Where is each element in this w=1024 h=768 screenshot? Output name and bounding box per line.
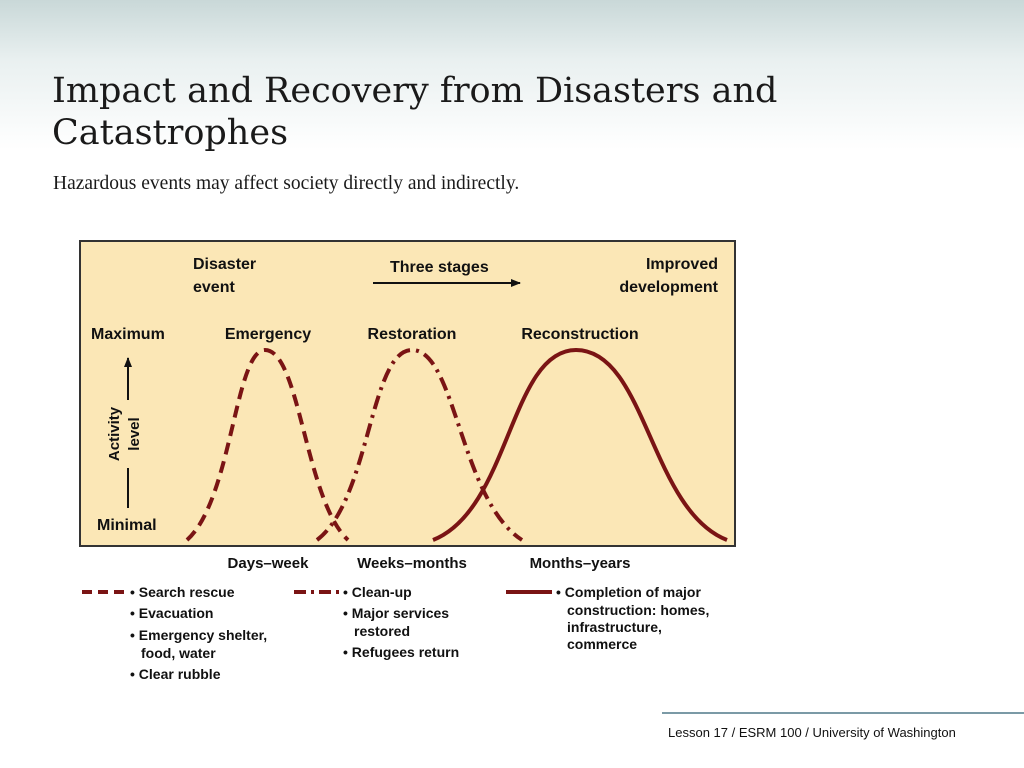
footer-text: Lesson 17 / ESRM 100 / University of Was… [668, 725, 956, 740]
legend-emergency-item-4: • Clear rubble [130, 666, 221, 682]
activity-label: Activity [106, 406, 123, 461]
disaster-event-label-2: event [193, 279, 235, 296]
maximum-label: Maximum [91, 326, 165, 343]
legend-restoration-item-2b: restored [354, 623, 410, 639]
stage-label-reconstruction: Reconstruction [521, 326, 638, 343]
legend-restoration-item-1: • Clean-up [343, 584, 412, 600]
slide-title: Impact and Recovery from Disasters and C… [52, 71, 778, 153]
diagram-panel [79, 240, 736, 547]
emergency-curve [185, 347, 350, 542]
time-label-restoration: Weeks–months [357, 555, 467, 572]
time-label-reconstruction: Months–years [530, 555, 631, 572]
legend-emergency-item-3b: food, water [141, 645, 216, 661]
disaster-event-label-1: Disaster [193, 256, 256, 273]
three-stages-label: Three stages [390, 259, 489, 276]
legend-reconstruction-item-1c: infrastructure, [567, 619, 662, 635]
reconstruction-curve [432, 347, 728, 542]
legend-emergency-item-1: • Search rescue [130, 584, 235, 600]
improved-development-label-2: development [619, 279, 718, 296]
legend-reconstruction-item-1: • Completion of major [556, 584, 701, 600]
time-label-emergency: Days–week [228, 555, 310, 572]
legend-emergency-item-3: • Emergency shelter, [130, 627, 267, 643]
legend-reconstruction-item-1d: commerce [567, 636, 637, 652]
disaster-recovery-diagram: Disaster event Three stages Improved dev… [79, 240, 736, 682]
minimal-label: Minimal [97, 517, 157, 534]
level-label: level [126, 417, 143, 450]
legend-emergency-item-2: • Evacuation [130, 605, 213, 621]
footer-divider [662, 712, 1024, 714]
legend-reconstruction-item-1b: construction: homes, [567, 602, 709, 618]
improved-development-label-1: Improved [646, 256, 718, 273]
slide-subtitle: Hazardous events may affect society dire… [53, 173, 520, 194]
legend-restoration-item-2: • Major services [343, 605, 449, 621]
stage-label-emergency: Emergency [225, 326, 311, 343]
stage-label-restoration: Restoration [368, 326, 457, 343]
legend-restoration-item-3: • Refugees return [343, 644, 459, 660]
